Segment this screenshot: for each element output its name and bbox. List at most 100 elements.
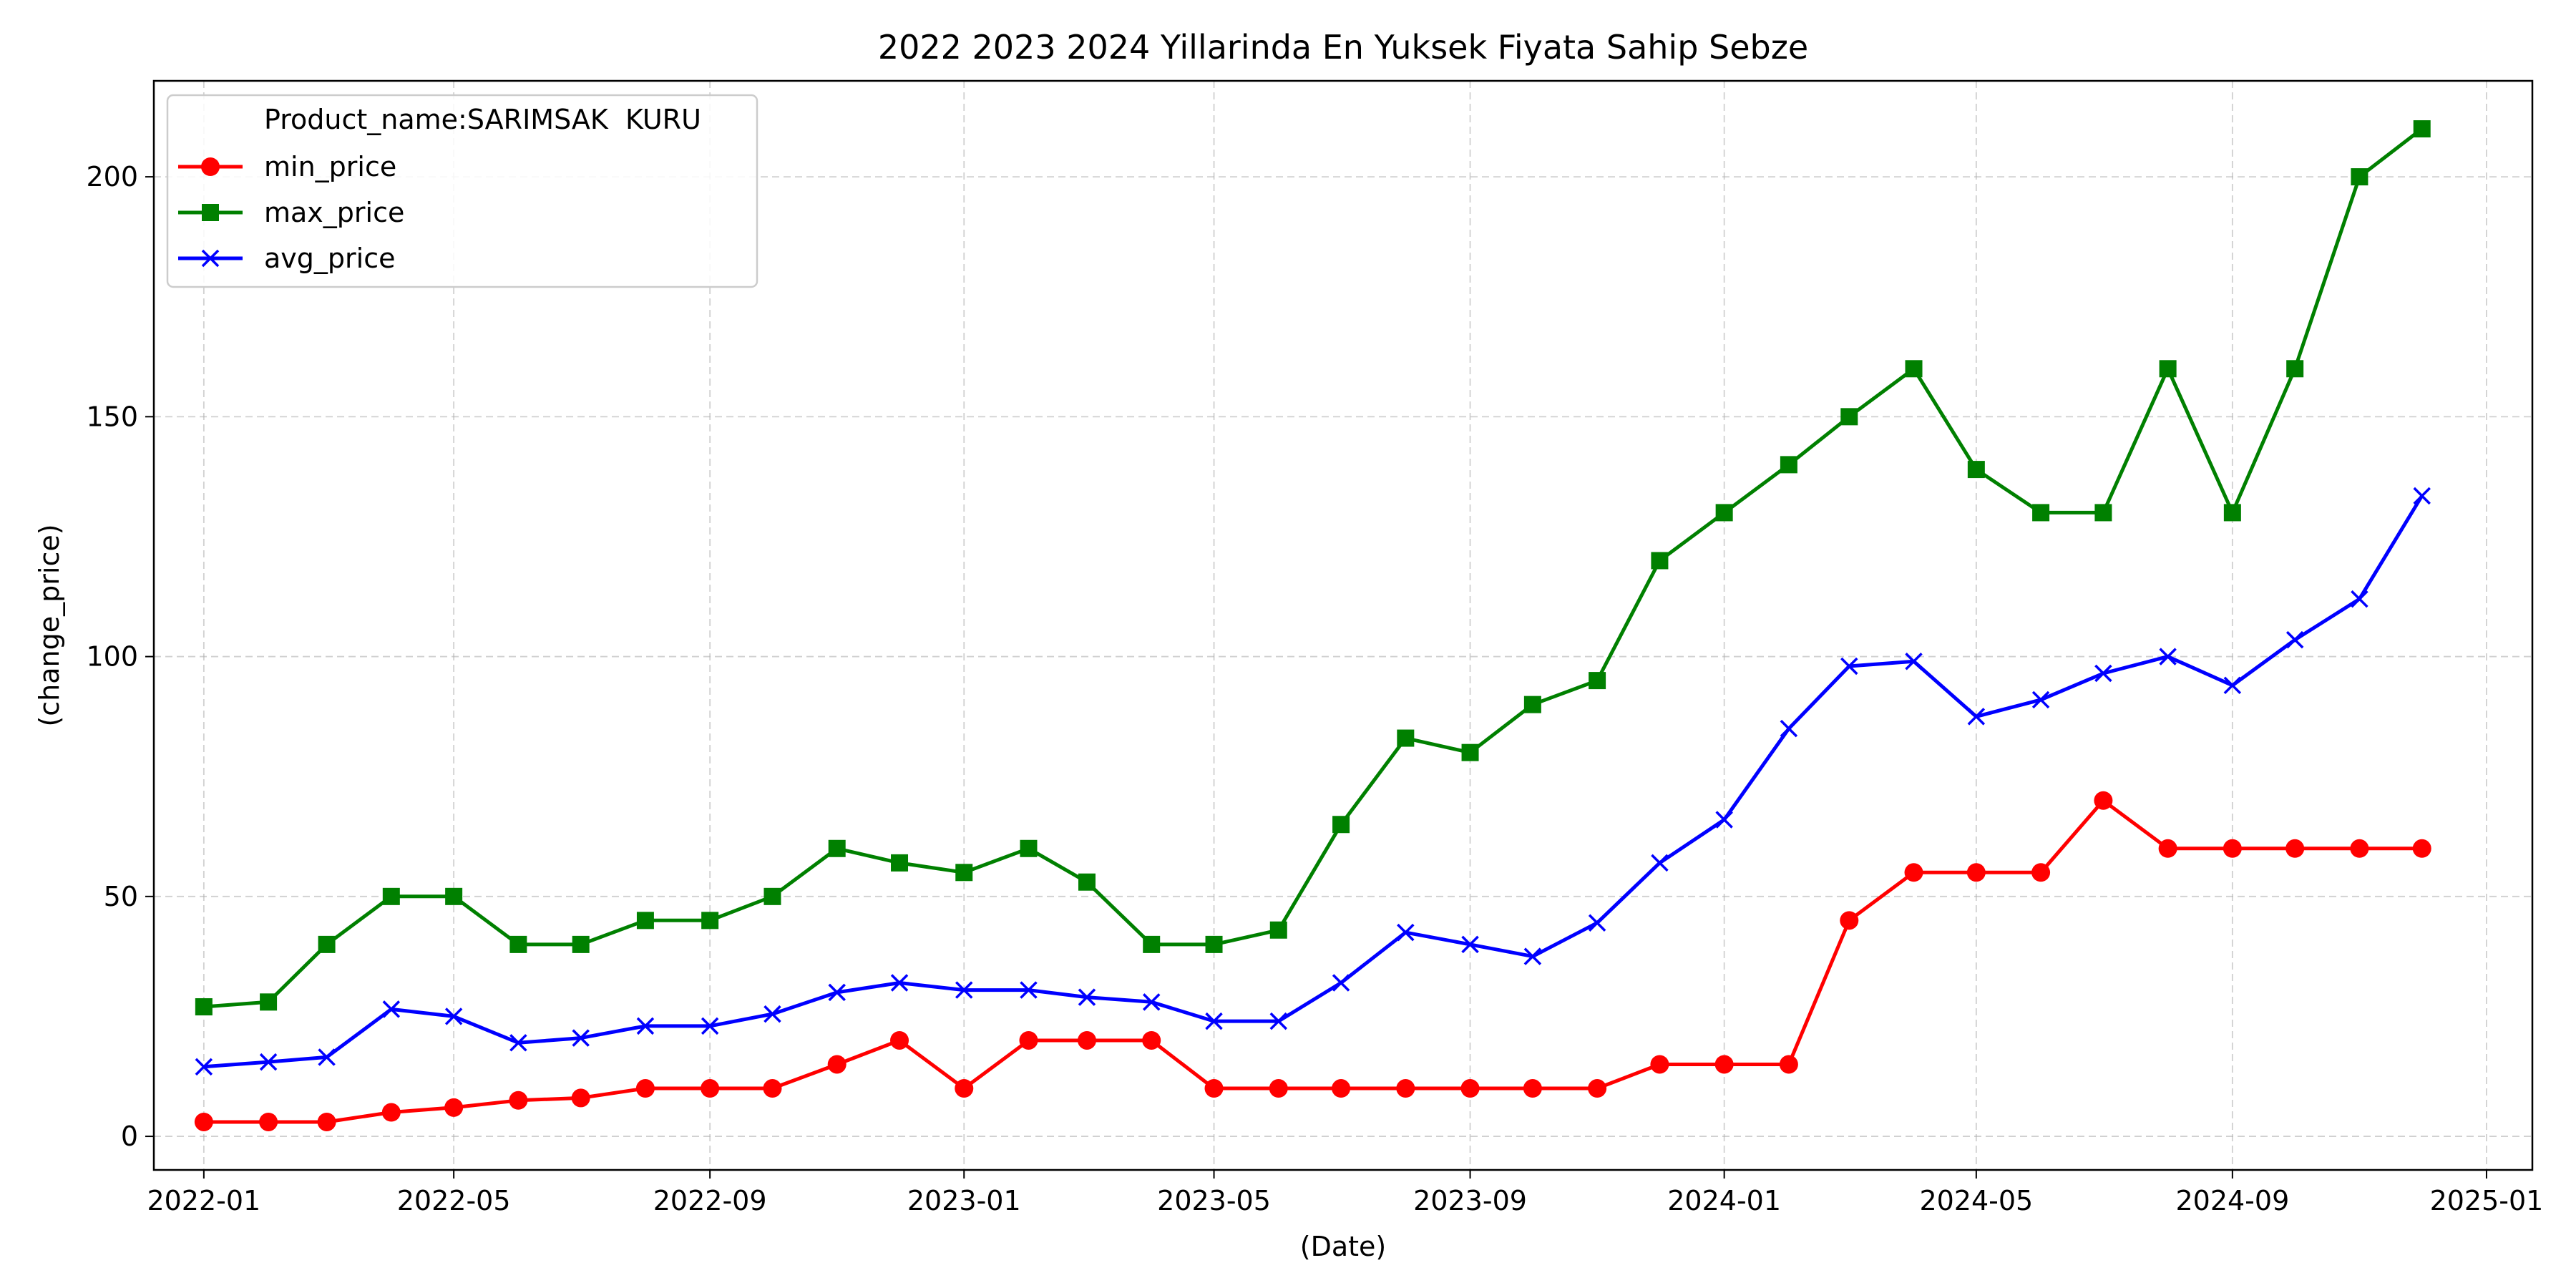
min_price-point: [2223, 839, 2242, 858]
avg_price-point: [1397, 923, 1415, 942]
x-tick-label: 2024-05: [1919, 1185, 2033, 1216]
min_price-point: [381, 1103, 401, 1122]
min_price-point: [2158, 839, 2177, 858]
legend-label-max_price: max_price: [264, 197, 404, 228]
max_price-point: [382, 887, 400, 905]
avg_price-point: [636, 1017, 655, 1035]
min_price-point: [763, 1079, 782, 1098]
avg_price-point: [1651, 854, 1669, 872]
avg_price-point: [2031, 691, 2050, 709]
avg_price-point: [195, 1058, 213, 1076]
x-tick-label: 2023-09: [1413, 1185, 1527, 1216]
avg_price-point: [763, 1005, 781, 1023]
min_price-point: [1779, 1055, 1798, 1074]
series-min_price: [194, 791, 2431, 1131]
max_price-point: [1967, 461, 1985, 479]
max_price-point: [572, 935, 590, 953]
avg_price-point: [1078, 988, 1096, 1006]
min_price-point: [2350, 839, 2369, 858]
min_price-point: [827, 1055, 847, 1074]
y-axis-label: (change_price): [34, 524, 65, 726]
max_price-point: [509, 935, 527, 953]
series-max_price: [195, 120, 2431, 1016]
avg_price-point: [828, 983, 846, 1002]
min_price-point: [2031, 863, 2051, 882]
x-tick-label: 2024-09: [2175, 1185, 2289, 1216]
legend-box: [166, 94, 758, 288]
min_price-point: [317, 1112, 336, 1131]
avg_price-point: [2159, 648, 2177, 665]
max_price-point: [1651, 552, 1669, 570]
legend-marker-min_price: [201, 157, 220, 176]
x-tick-label: 2023-01: [907, 1185, 1021, 1216]
x-tick-label: 2025-01: [2430, 1185, 2544, 1216]
max_price-point: [1078, 873, 1096, 891]
min_price-point: [1460, 1079, 1480, 1098]
max_price-point: [2351, 168, 2368, 186]
x-axis-label: (Date): [1300, 1231, 1386, 1262]
max_price-point: [1269, 921, 1287, 939]
legend-label-avg_price: avg_price: [264, 243, 395, 274]
min_price-point: [1840, 911, 1859, 930]
avg_price-point: [1020, 981, 1038, 999]
grid: [154, 81, 2532, 1170]
max_price-point: [1461, 743, 1479, 761]
x-tick-label: 2024-01: [1667, 1185, 1781, 1216]
max_price-point: [763, 887, 781, 905]
max_price-point: [1020, 839, 1038, 857]
avg_price-point: [2351, 590, 2368, 608]
x-tick-label: 2023-05: [1157, 1185, 1271, 1216]
min_price-point: [1588, 1079, 1607, 1098]
avg_price-point: [1715, 811, 1733, 829]
min_price-point: [1332, 1079, 1351, 1098]
min_price-point: [890, 1030, 909, 1050]
max_price-point: [701, 912, 719, 930]
max_price-point: [1589, 672, 1606, 690]
avg_price-point: [572, 1029, 590, 1047]
max_price-point: [1143, 935, 1161, 953]
min_price-point: [1077, 1030, 1096, 1050]
min_price-point: [1966, 863, 1986, 882]
legend-label-min_price: min_price: [264, 151, 396, 182]
max_price-point: [1205, 935, 1223, 953]
x-tick-label: 2022-05: [397, 1185, 511, 1216]
avg_price-point: [1905, 653, 1923, 670]
max_price-point: [1397, 729, 1415, 747]
min_price-point: [2285, 839, 2305, 858]
avg_price-point: [1588, 914, 1606, 932]
min_price-point: [571, 1088, 590, 1108]
avg_price-point: [1780, 719, 1798, 738]
avg_price-point: [2285, 630, 2304, 649]
y-tick-label: 200: [86, 161, 138, 192]
avg_price-point: [1461, 935, 1479, 954]
avg_price-point: [701, 1017, 719, 1035]
y-tick-label: 0: [121, 1121, 138, 1152]
max_price-point: [1332, 816, 1350, 834]
min_price-point: [259, 1112, 278, 1131]
min_price-point: [509, 1091, 528, 1110]
avg_price-point: [890, 974, 909, 992]
axes: 2022-01 2022-05 2022-09 2023-01 2023-05 2023-…: [86, 161, 2543, 1216]
max_price-point: [195, 998, 213, 1016]
avg_price-point: [444, 1008, 463, 1025]
min_price-point: [1396, 1079, 1415, 1098]
avg_price-line: [203, 494, 2424, 1069]
avg_price-point: [509, 1034, 527, 1052]
y-tick-label: 100: [86, 641, 138, 673]
y-tick-label: 150: [86, 401, 138, 432]
min_price-point: [635, 1079, 655, 1098]
avg_price-point: [259, 1053, 278, 1071]
avg_price-point: [2223, 676, 2242, 695]
min_price-point: [1714, 1055, 1734, 1074]
min_price-point: [701, 1079, 720, 1098]
max_price-point: [2286, 360, 2304, 378]
max_price-point: [2094, 504, 2112, 522]
legend: Product_name:SARIMSAK KURU min_price max_…: [166, 94, 758, 288]
avg_price-point: [1205, 1012, 1223, 1030]
min_price-point: [1204, 1079, 1224, 1098]
max_price-point: [1905, 360, 1923, 378]
series-avg_price: [195, 487, 2431, 1076]
max_price-point: [2032, 504, 2050, 522]
